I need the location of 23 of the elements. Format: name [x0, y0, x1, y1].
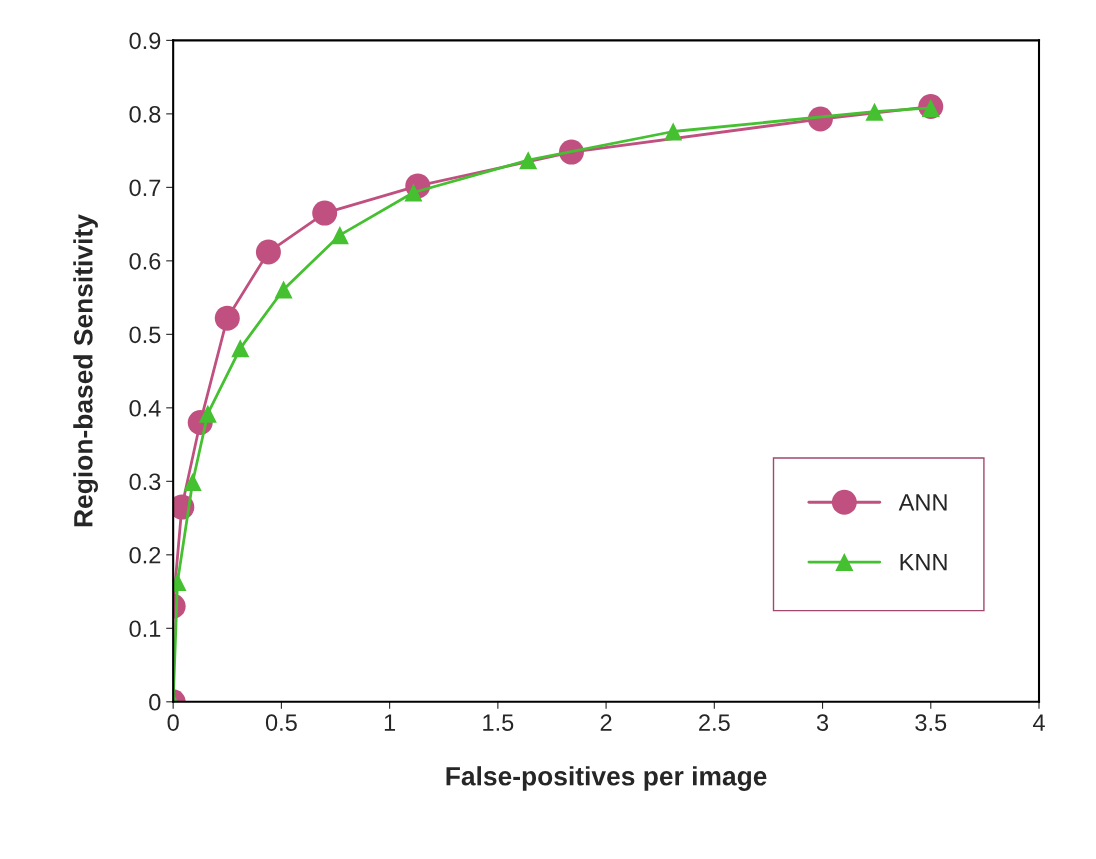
y-tick-label: 0.6 [129, 252, 161, 270]
legend-label: ANN [898, 494, 947, 511]
y-tick-label: 0.1 [129, 620, 161, 638]
x-tick-label: 2.5 [699, 714, 730, 731]
y-tick-label: 0.5 [129, 326, 161, 344]
y-tick-label: 0.4 [129, 399, 161, 417]
y-tick-label: 0.7 [129, 179, 161, 197]
y-tick-label: 0.3 [129, 473, 161, 491]
y-tick-label: 0.9 [129, 32, 161, 50]
y-axis-title: Region-based Sensitivity [73, 214, 98, 527]
x-tick-label: 0 [167, 714, 179, 731]
legend-label: KNN [900, 554, 947, 571]
y-tick-label: 0.8 [129, 105, 161, 123]
x-tick-label: 4 [1032, 714, 1045, 731]
x-tick-label: 1.5 [483, 714, 514, 731]
x-tick-label: 3 [816, 714, 829, 731]
x-tick-label: 0.5 [265, 714, 297, 731]
x-tick-label: 2 [600, 714, 612, 731]
y-tick-label: 0.2 [129, 546, 161, 564]
y-tick-label: 0 [149, 693, 161, 711]
x-tick-label: 3.5 [915, 714, 947, 731]
x-tick-label: 1 [384, 714, 396, 731]
x-axis-title: False-positives per image [446, 766, 767, 791]
